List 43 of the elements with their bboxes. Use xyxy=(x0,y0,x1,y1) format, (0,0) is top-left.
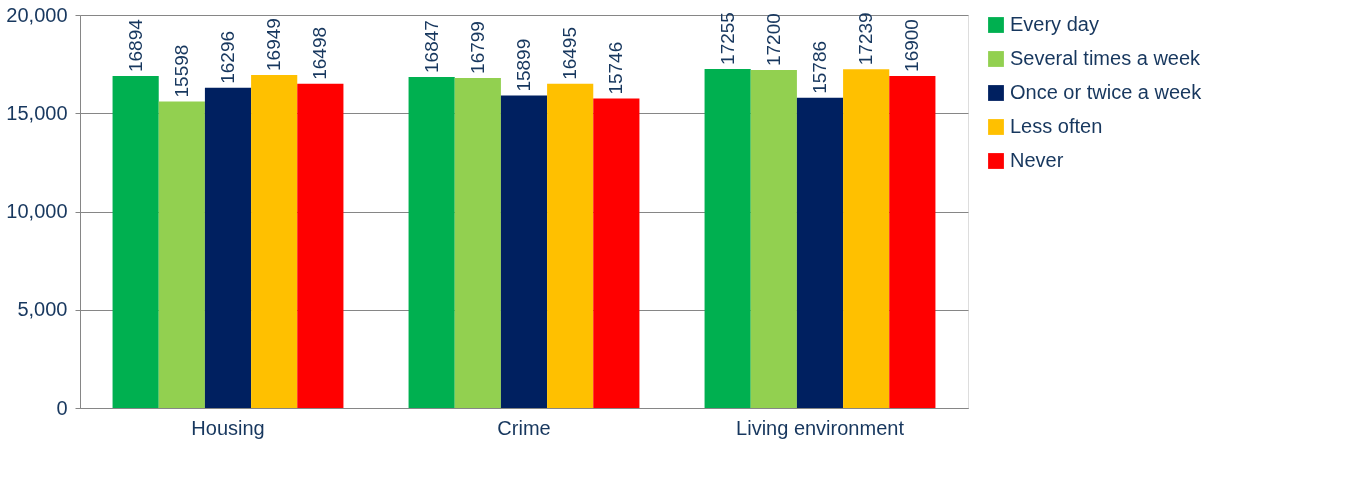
bar xyxy=(454,77,501,408)
bar xyxy=(408,76,455,408)
data-label: 16296 xyxy=(217,30,238,84)
y-tick-label: 0 xyxy=(56,396,68,419)
data-label: 16799 xyxy=(466,21,488,74)
legend-label: Never xyxy=(1010,149,1064,171)
data-label: 16900 xyxy=(901,19,923,72)
x-tick-label: Crime xyxy=(497,416,551,439)
bar xyxy=(500,95,548,408)
data-label: 16894 xyxy=(124,18,146,73)
bar xyxy=(750,70,797,408)
bar xyxy=(547,83,594,408)
y-tick-label: 20,000 xyxy=(6,3,68,26)
bar xyxy=(704,68,751,408)
data-label: 16498 xyxy=(309,26,331,80)
bar xyxy=(843,69,890,408)
y-tick-label: 15,000 xyxy=(6,101,68,124)
data-label: 15598 xyxy=(170,44,192,98)
bar xyxy=(796,97,844,408)
legend-label: Less often xyxy=(1010,115,1103,137)
y-tick-label: 10,000 xyxy=(6,200,68,222)
data-label: 15786 xyxy=(809,40,830,94)
bar xyxy=(112,76,159,408)
x-tick-label: Living environment xyxy=(736,416,905,439)
legend-label: Several times a week xyxy=(1010,47,1202,69)
data-label: 17255 xyxy=(716,12,738,65)
bar xyxy=(593,98,640,408)
x-tick-label: Housing xyxy=(191,416,265,439)
legend-label: Every day xyxy=(1010,13,1099,35)
data-label: 17200 xyxy=(762,13,784,67)
data-label: 17239 xyxy=(855,12,877,66)
bar xyxy=(297,83,344,408)
data-label: 16847 xyxy=(420,20,442,73)
data-label: 16949 xyxy=(263,18,285,71)
legend-label: Once or twice a week xyxy=(1010,81,1203,103)
bar xyxy=(204,87,252,408)
bar xyxy=(158,101,205,408)
data-label: 16495 xyxy=(559,27,581,80)
data-label: 15899 xyxy=(513,38,534,92)
bar xyxy=(251,74,298,408)
data-label: 15746 xyxy=(605,41,627,95)
bar xyxy=(889,75,936,408)
y-tick-label: 5,000 xyxy=(17,298,68,321)
